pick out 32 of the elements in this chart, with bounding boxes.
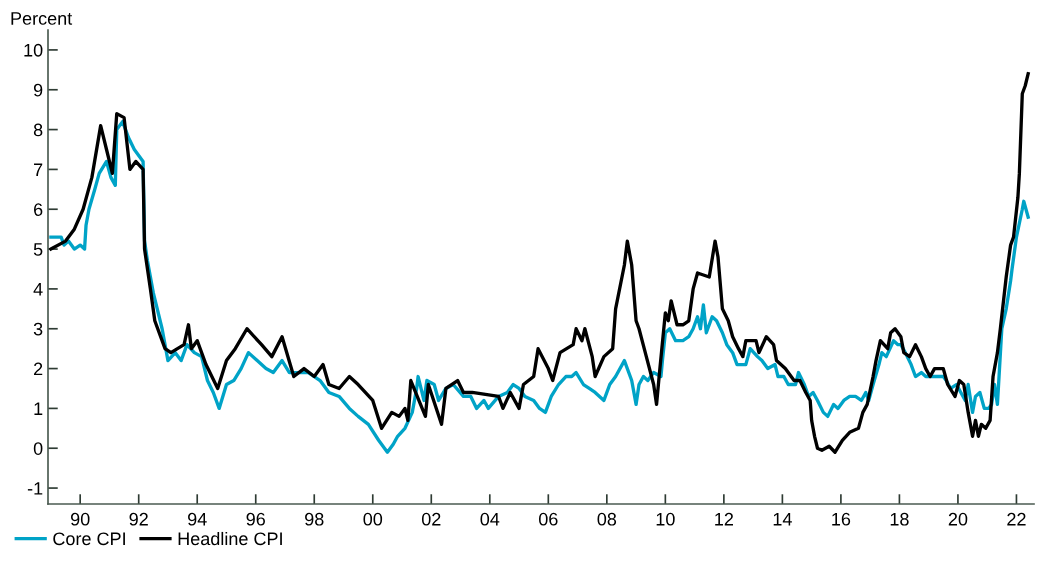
x-tick-label: 18 <box>890 512 909 526</box>
x-tick-label: 02 <box>421 512 441 526</box>
legend-label: Core CPI <box>53 532 125 546</box>
x-tick-label: 16 <box>832 512 851 526</box>
x-tick-label: 14 <box>773 513 792 526</box>
legend-label: Headline CPI <box>178 531 282 546</box>
x-tick-label: 92 <box>129 512 148 526</box>
y-tick-label: 3 <box>33 322 43 336</box>
x-tick-label: 90 <box>70 512 90 526</box>
y-axis-title: Percent <box>11 12 73 25</box>
x-tick-label: 96 <box>246 512 265 526</box>
y-tick-label: 10 <box>24 43 43 57</box>
x-tick-label: 00 <box>363 512 383 526</box>
y-tick-label: 7 <box>34 163 43 176</box>
x-tick-label: 06 <box>538 512 558 526</box>
x-tick-label: 12 <box>715 512 733 526</box>
y-tick-label: 9 <box>33 83 43 97</box>
x-tick-label: 20 <box>948 512 968 526</box>
y-tick-label: 4 <box>33 283 43 296</box>
y-tick-label: 6 <box>34 203 43 216</box>
y-tick-label: -1 <box>27 482 43 495</box>
x-tick-label: 98 <box>305 512 324 526</box>
y-tick-label: 8 <box>33 123 43 137</box>
y-tick-label: 5 <box>33 243 43 256</box>
x-tick-label: 10 <box>656 512 675 526</box>
x-tick-label: 94 <box>188 512 207 526</box>
y-tick-label: 0 <box>33 442 43 455</box>
x-tick-label: 22 <box>1007 512 1026 526</box>
x-tick-label: 04 <box>480 512 500 526</box>
x-tick-label: 08 <box>597 512 617 526</box>
y-tick-label: 1 <box>34 402 43 415</box>
y-tick-label: 2 <box>34 362 43 376</box>
